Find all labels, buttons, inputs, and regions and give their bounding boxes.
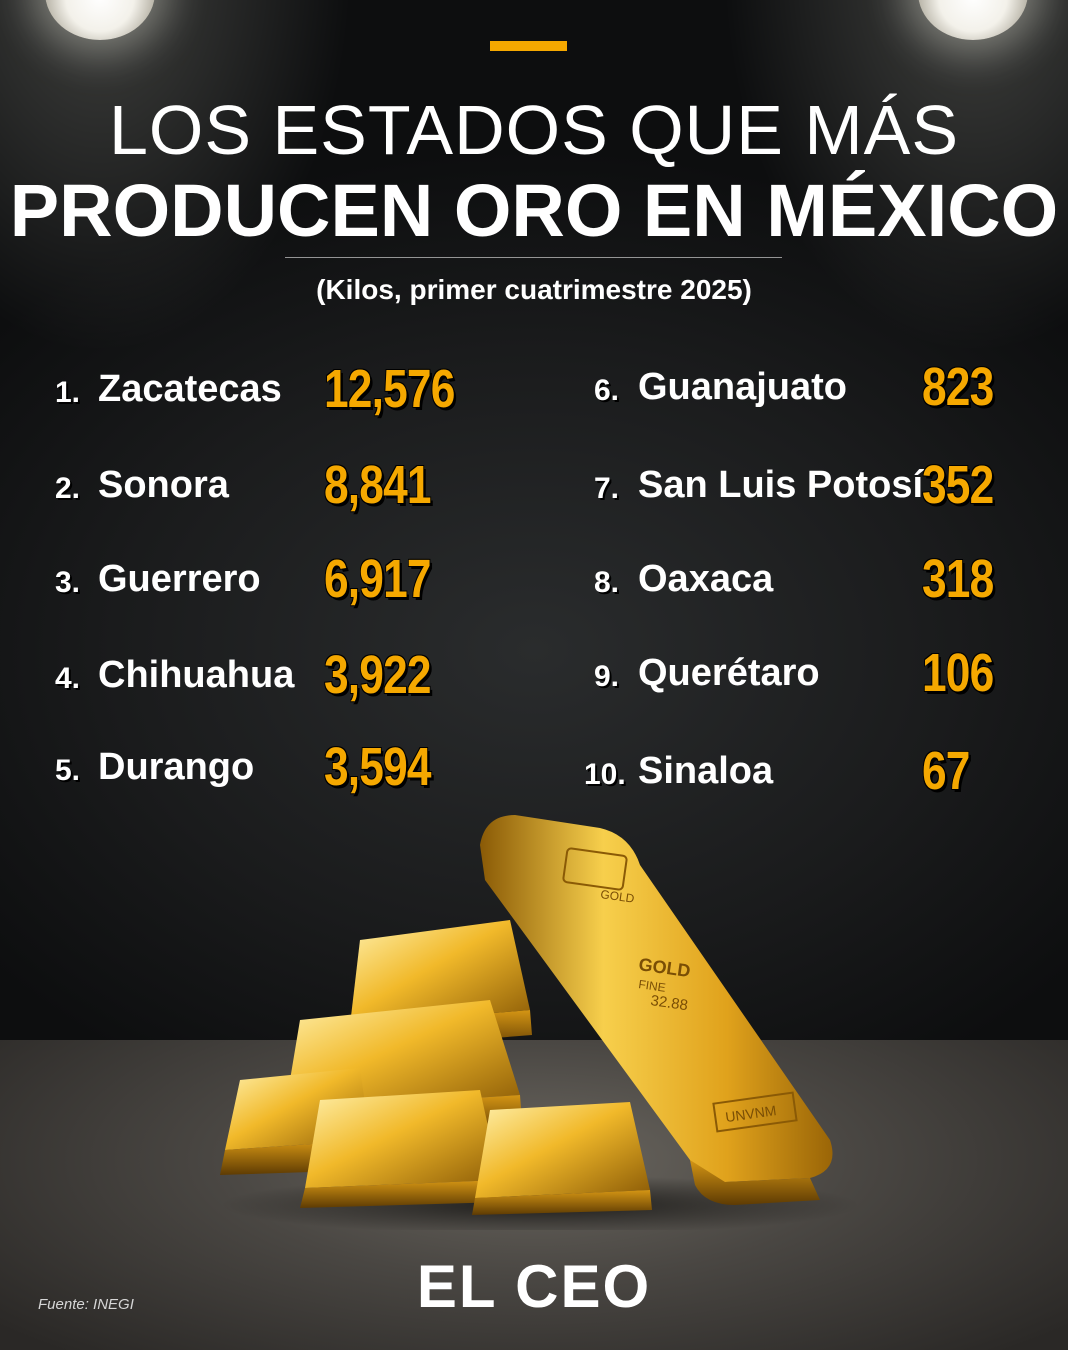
state-name: Querétaro	[638, 652, 820, 694]
title-divider	[285, 257, 782, 258]
ranking-row-4: 4. Chihuahua 3,922	[0, 645, 534, 712]
ranking-row-2: 2. Sonora 8,841	[0, 455, 534, 522]
ranking-row-6: 6. Guanajuato 823	[534, 357, 1068, 424]
ranking-row-7: 7. San Luis Potosí 352	[534, 455, 1068, 522]
rank-number: 9.	[594, 660, 620, 693]
state-value: 6,917	[324, 549, 432, 609]
subtitle: (Kilos, primer cuatrimestre 2025)	[316, 274, 752, 305]
rank-number: 7.	[594, 472, 620, 505]
state-value: 8,841	[324, 455, 432, 515]
rank-number: 4.	[55, 662, 81, 695]
ranking-row-1: 1. Zacatecas 12,576	[0, 359, 534, 426]
state-value: 12,576	[324, 359, 455, 419]
ranking-row-10: 10. Sinaloa 67	[534, 741, 1068, 808]
state-value: 106	[922, 643, 994, 703]
state-value: 67	[922, 741, 970, 801]
state-value: 352	[922, 455, 994, 515]
source-note: Fuente: INEGI	[38, 1296, 134, 1313]
state-name: Guanajuato	[638, 366, 848, 408]
accent-bar	[490, 41, 567, 51]
ranking-row-8: 8. Oaxaca 318	[534, 549, 1068, 616]
state-value: 3,594	[324, 737, 432, 797]
state-value: 823	[922, 357, 994, 417]
brand-logo: EL CEO	[416, 1253, 652, 1320]
state-value: 318	[922, 549, 994, 609]
rank-number: 2.	[55, 472, 81, 505]
state-name: Sonora	[98, 464, 229, 506]
ranking-row-5: 5. Durango 3,594	[0, 737, 534, 804]
state-name: Durango	[98, 746, 255, 788]
rank-number: 6.	[594, 374, 620, 407]
gold-bars-illustration: GOLD GOLD FINE 32.88 UNVNM	[220, 815, 860, 1230]
engraving-mid3: 32.88	[649, 992, 689, 1014]
state-name: Oaxaca	[638, 558, 774, 600]
rank-number: 1.	[55, 376, 81, 409]
ranking-row-3: 3. Guerrero 6,917	[0, 549, 534, 616]
rank-number: 3.	[55, 566, 81, 599]
rank-number: 5.	[55, 754, 81, 787]
state-name: Sinaloa	[638, 750, 774, 792]
state-name: Zacatecas	[98, 368, 282, 410]
engraving-mid2: FINE	[638, 977, 667, 995]
ranking-row-9: 9. Querétaro 106	[534, 643, 1068, 710]
rank-number: 8.	[594, 566, 620, 599]
state-name: Chihuahua	[98, 654, 295, 696]
state-value: 3,922	[324, 645, 432, 705]
title-line-1: LOS ESTADOS QUE MÁS	[108, 91, 960, 169]
state-name: San Luis Potosí	[638, 464, 924, 506]
engraving-bottom: UNVNM	[724, 1102, 777, 1125]
engraving-top: GOLD	[600, 887, 636, 906]
rank-number: 10.	[584, 758, 626, 791]
state-name: Guerrero	[98, 558, 261, 600]
title-line-2: PRODUCEN ORO EN MÉXICO	[9, 169, 1059, 252]
